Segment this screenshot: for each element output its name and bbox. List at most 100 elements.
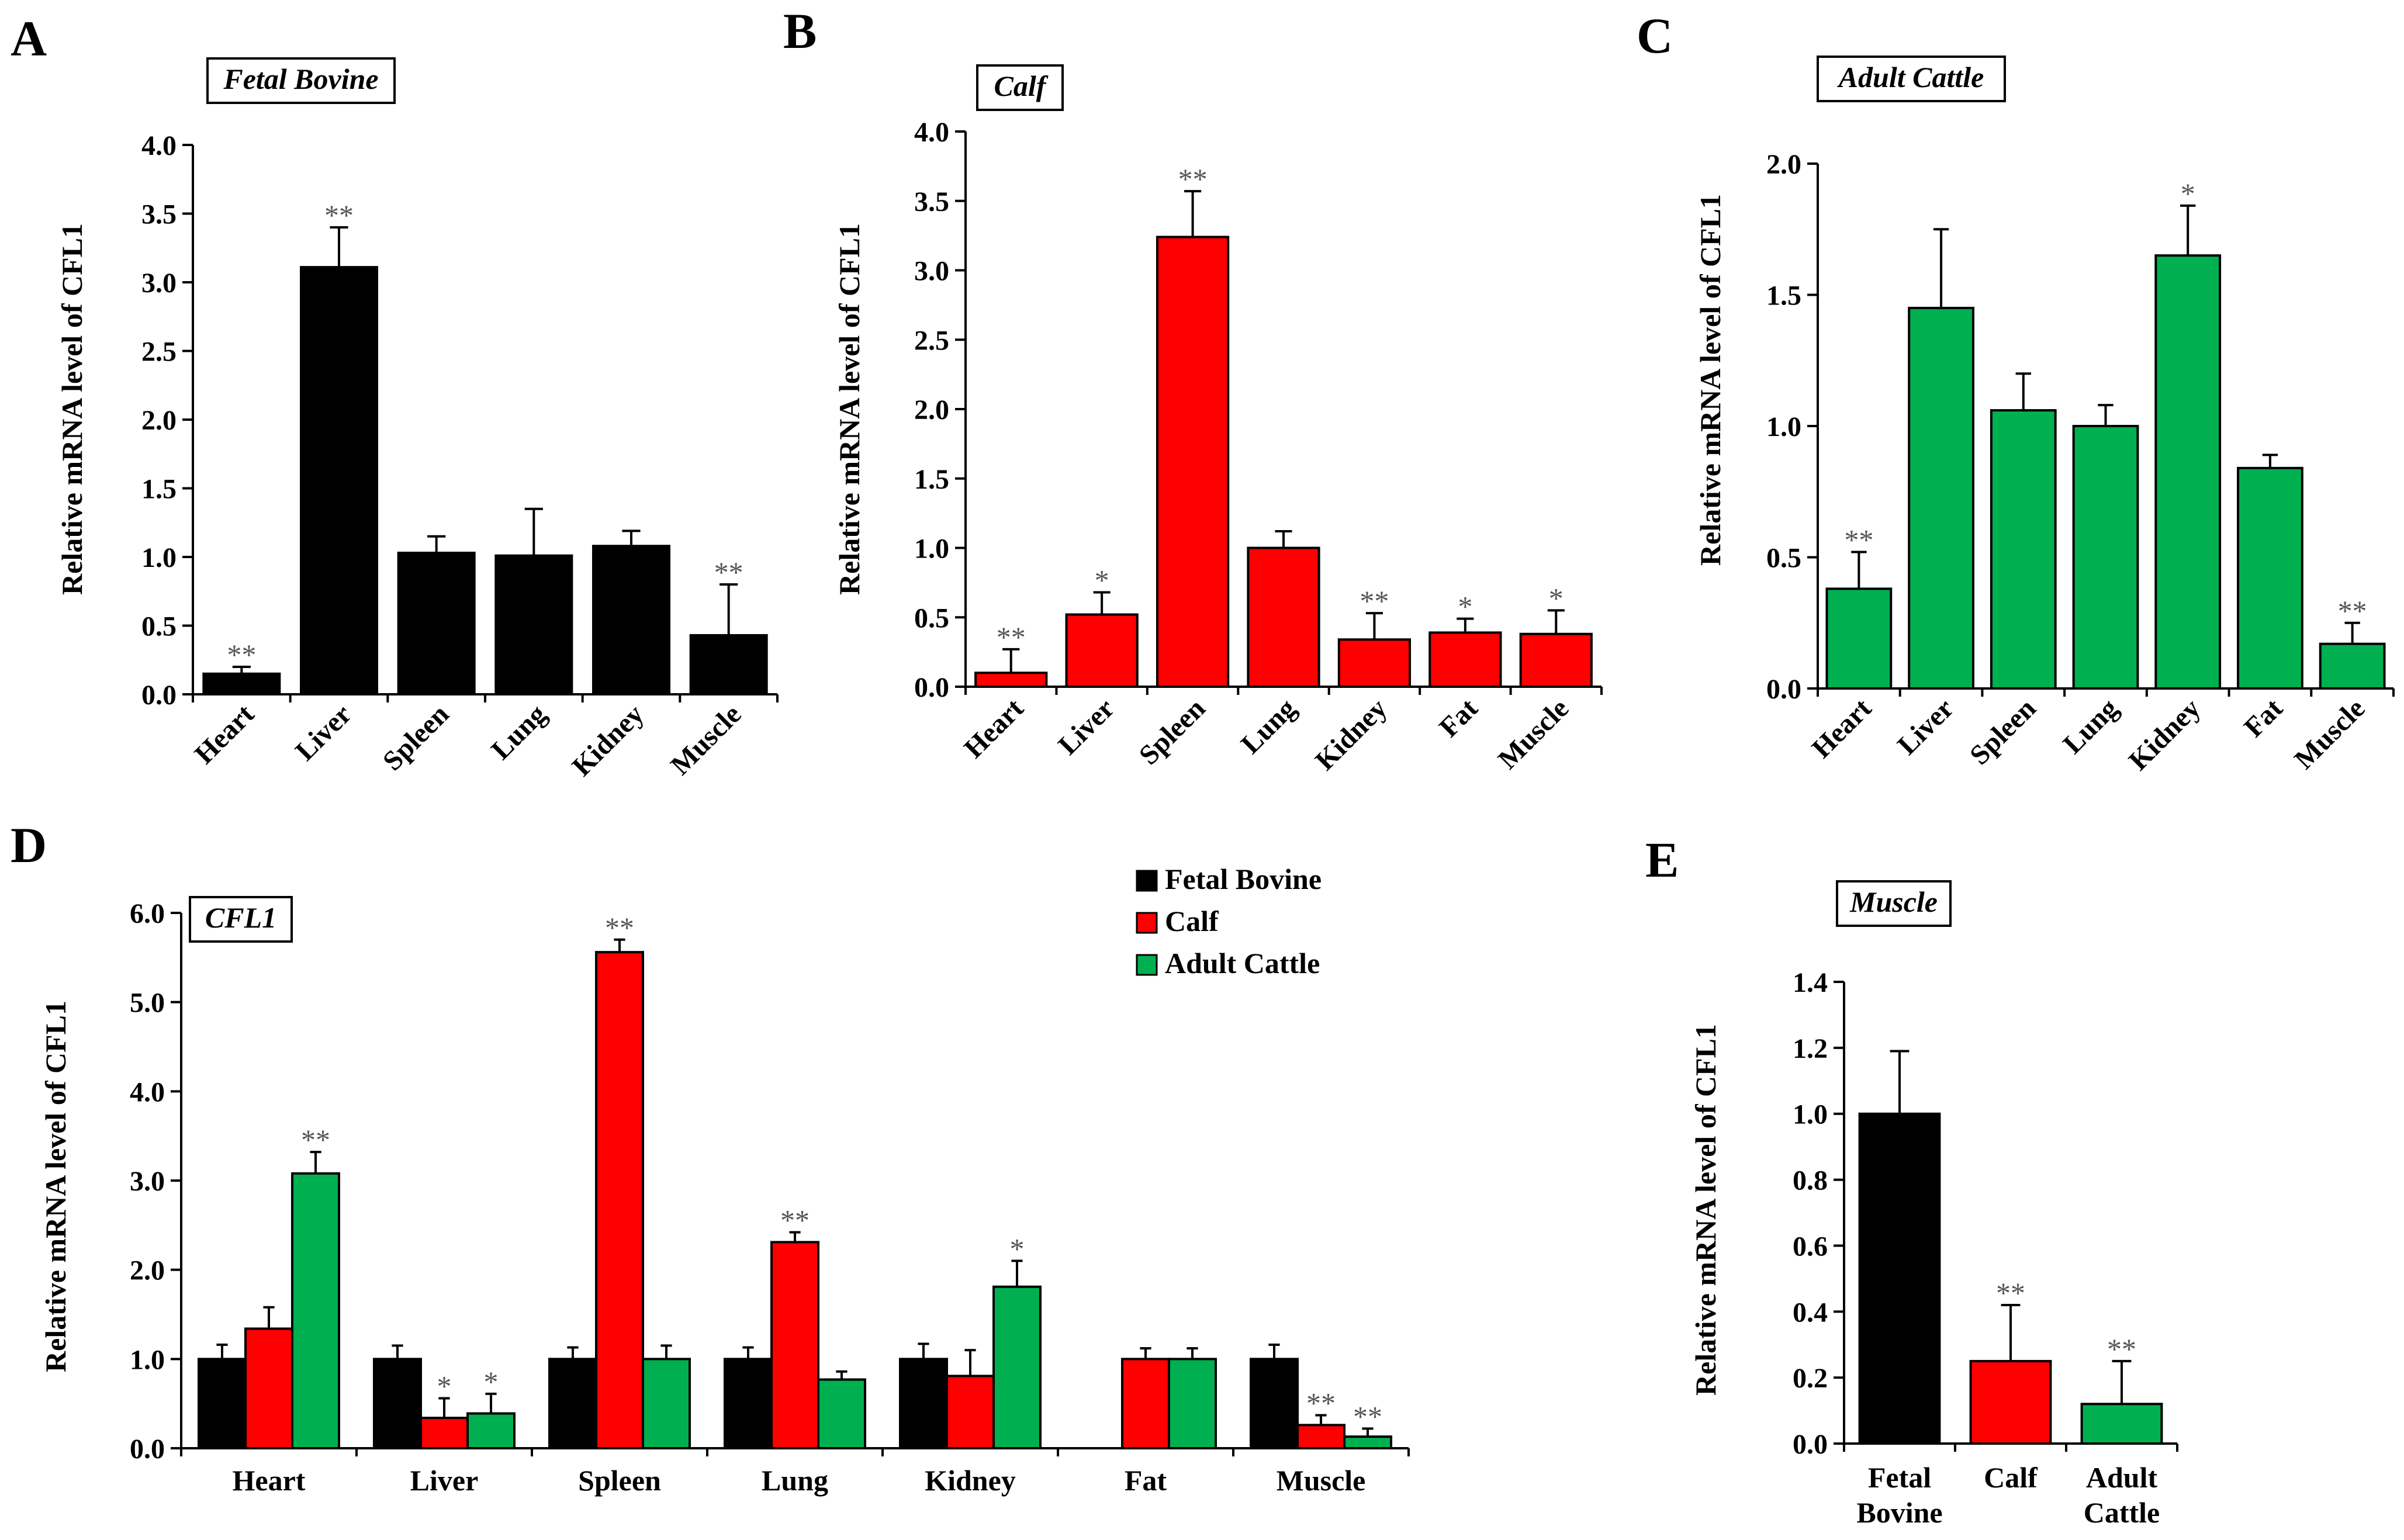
y-axis-label: Relative mRNA level of CFL1: [1694, 194, 1727, 566]
x-tick-label: Lung: [1235, 693, 1302, 760]
significance-mark: *: [1010, 1232, 1025, 1265]
bar: [202, 672, 281, 695]
x-tick-label: Spleen: [1964, 693, 2042, 771]
bar: [946, 1375, 995, 1450]
x-tick-label: Heart: [189, 698, 260, 770]
panel-b: B Calf Relative mRNA level of CFL1 0.0 0.5 1.…: [783, 3, 1603, 776]
bar: [595, 951, 644, 1449]
panel-title: Muscle: [1849, 885, 1938, 918]
title-box: [976, 64, 1064, 111]
y-tick-label: 2.5: [141, 337, 177, 368]
y-tick-label: 1.0: [914, 534, 949, 565]
y-tick-label: 0.0: [1793, 1429, 1828, 1460]
y-tick-label: 0.5: [141, 611, 177, 642]
x-tick-label: Kidney: [925, 1464, 1016, 1497]
title-box: [1836, 880, 1952, 927]
significance-mark: **: [301, 1123, 330, 1156]
panel-title: Calf: [994, 70, 1049, 102]
x-tick-label: Fat: [1433, 693, 1483, 743]
x-tick-label: Spleen: [1133, 693, 1212, 771]
y-tick-label: 1.0: [141, 542, 177, 573]
significance-mark: *: [1095, 564, 1109, 597]
panel-letter: C: [1637, 8, 1673, 64]
x-tick-label: Kidney: [566, 698, 650, 782]
y-tick-label: 6.0: [130, 898, 165, 929]
y-tick-label: 1.0: [130, 1344, 165, 1375]
x-tick-label: Muscle: [2288, 693, 2371, 775]
y-tick-label: 1.5: [914, 464, 949, 495]
y-tick-label: 3.0: [141, 268, 177, 299]
y-tick-label: 0.0: [914, 672, 949, 703]
y-axis-label: Relative mRNA level of CFL1: [833, 223, 866, 595]
significance-mark: *: [1549, 582, 1564, 614]
panel-letter: D: [11, 817, 47, 873]
bar: [373, 1358, 422, 1449]
x-tick-label: Heart: [958, 693, 1029, 764]
panel-letter: E: [1645, 832, 1679, 888]
bar: [1428, 631, 1502, 688]
bar: [2154, 254, 2222, 690]
bar: [1247, 546, 1320, 688]
significance-mark: **: [1844, 524, 1873, 556]
y-tick-label: 4.0: [130, 1077, 165, 1108]
significance-mark: **: [2338, 594, 2367, 627]
y-tick-label: 5.0: [130, 988, 165, 1019]
bar: [466, 1412, 516, 1449]
y-axis-label: Relative mRNA level of CFL1: [56, 223, 88, 595]
bar: [494, 554, 573, 696]
legend-swatch: [1136, 912, 1158, 934]
x-tick-label: Fetal: [1868, 1461, 1931, 1494]
bar: [1168, 1358, 1217, 1449]
panel-letter: A: [11, 11, 47, 67]
x-tick-label: Kidney: [1309, 693, 1393, 776]
x-tick-label: Liver: [1052, 693, 1120, 761]
y-axis-label: Relative mRNA level of CFL1: [1689, 1024, 1722, 1396]
y-tick-label: 1.0: [1793, 1099, 1828, 1130]
x-tick-label: Liver: [1891, 693, 1960, 761]
bar: [974, 672, 1048, 688]
y-tick-label: 1.4: [1793, 967, 1828, 998]
legend-swatch: [1136, 954, 1158, 976]
panel-title: Fetal Bovine: [223, 63, 378, 95]
bar: [1121, 1358, 1170, 1449]
y-tick-label: 1.0: [1766, 411, 1801, 442]
x-tick-label: Kidney: [2123, 693, 2206, 776]
bar: [992, 1285, 1042, 1449]
bar: [2072, 425, 2139, 690]
y-tick-label: 0.5: [914, 603, 949, 634]
x-tick-label: Calf: [1984, 1461, 2038, 1494]
panel-e: E Muscle Relative mRNA level of CFL1 0.0 0.2…: [1645, 832, 2178, 1529]
significance-mark: *: [1458, 590, 1472, 623]
x-tick-label: Muscle: [1492, 693, 1575, 775]
bar: [300, 266, 378, 695]
legend-swatch: [1136, 870, 1158, 892]
title-box: [206, 57, 396, 104]
y-tick-label: 2.5: [914, 325, 949, 356]
y-tick-label: 2.0: [914, 394, 949, 425]
x-tick-label: Lung: [2057, 693, 2124, 760]
x-tick-label: Bovine: [1856, 1496, 1942, 1529]
significance-mark: **: [997, 621, 1026, 653]
x-tick-label: Muscle: [1277, 1464, 1366, 1497]
y-tick-label: 0.8: [1793, 1165, 1828, 1196]
bar: [548, 1358, 597, 1449]
significance-mark: **: [1178, 162, 1208, 195]
bar: [1825, 587, 1893, 690]
panel-d: D CFL1 Relative mRNA level of CFL1 0.0 1.0 2.…: [11, 817, 1410, 1497]
significance-mark: **: [1353, 1400, 1382, 1432]
legend-label: Fetal Bovine: [1165, 863, 1322, 895]
significance-mark: **: [1360, 584, 1389, 617]
bar: [291, 1172, 340, 1449]
x-tick-label: Muscle: [665, 698, 747, 781]
bar: [1858, 1112, 1941, 1445]
significance-mark: **: [2107, 1333, 2136, 1365]
bar: [899, 1358, 948, 1449]
x-tick-label: Fat: [2238, 693, 2288, 743]
significance-mark: **: [780, 1204, 810, 1237]
y-tick-label: 2.0: [1766, 149, 1801, 180]
bar: [1990, 409, 2057, 690]
significance-mark: **: [227, 638, 256, 671]
bar: [724, 1358, 773, 1449]
panel-c: C Adult Cattle Relative mRNA level of CFL1…: [1637, 8, 2395, 776]
